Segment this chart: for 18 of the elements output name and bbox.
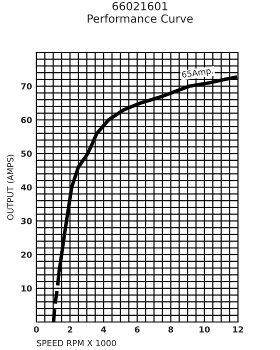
x-tick-label: 0 [34, 326, 39, 333]
x-axis-title: SPEED RPM X 1000 [36, 340, 116, 346]
y-tick-label: 50 [21, 150, 32, 157]
y-tick-label: 10 [22, 285, 32, 292]
x-tick-label: 8 [168, 326, 174, 333]
x-tick-label: 4 [101, 326, 106, 332]
y-tick-label: 40 [21, 184, 32, 191]
x-tick-label: 12 [233, 326, 244, 332]
y-tick-label: 60 [21, 116, 32, 124]
y-tick-label: 20 [21, 252, 32, 258]
x-tick-label: 10 [200, 326, 210, 333]
chart-title: 66021601 Performance Curve [88, 2, 193, 23]
annotation: 65Amp. [182, 67, 214, 80]
x-tick-label: 6 [134, 326, 140, 333]
x-tick-label: 2 [68, 326, 72, 332]
y-tick-label: 30 [21, 218, 32, 224]
y-axis-title: OUTPUT (AMPS) [7, 154, 14, 220]
y-tick-label: 70 [21, 83, 32, 90]
